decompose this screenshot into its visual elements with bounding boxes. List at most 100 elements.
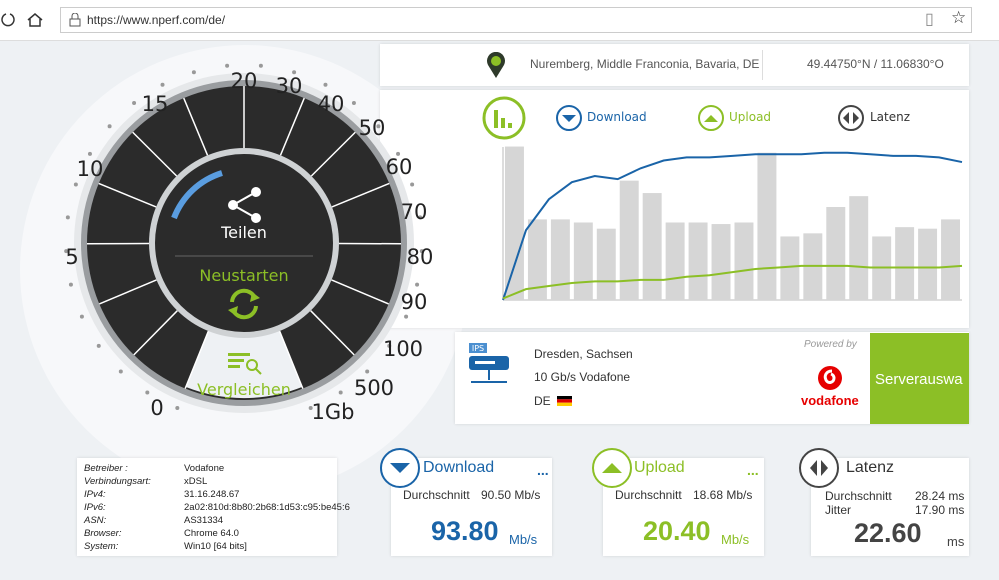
upload-speed: 20.40 (643, 516, 711, 546)
average-label: Durchschnitt (403, 488, 470, 502)
jitter-value: 17.90 ms (915, 503, 965, 517)
gauge-dot (225, 63, 230, 68)
info-value: AS31334 (184, 515, 224, 526)
upload-icon (592, 448, 632, 488)
gauge-dot (175, 406, 180, 411)
speed-gauge: Teilen Neustarten Vergleichen 0 5 10 15 … (64, 63, 434, 424)
scale-label: 100 (383, 337, 423, 361)
download-unit: Mb/s (509, 532, 538, 547)
legend-upload[interactable]: Upload (729, 110, 771, 124)
info-value: 2a02:810d:8b80:2b68:1d53:c95:be45:6 (184, 502, 350, 513)
sector-line (279, 97, 305, 156)
gauge-dot (308, 406, 313, 411)
download-card: ... Durchschnitt 90.50 Mb/s 93.80 Mb/s (391, 458, 552, 556)
latency-bar (941, 219, 960, 300)
sector-line (183, 97, 209, 156)
latency-bar (711, 224, 731, 300)
info-label: IPv4: (84, 489, 106, 500)
sector-line (98, 182, 157, 208)
latency-unit: ms (947, 534, 965, 549)
info-label: IPv6: (84, 502, 106, 513)
latency-bar (895, 227, 915, 300)
location-panel: Nuremberg, Middle Franconia, Bavaria, DE… (380, 44, 969, 86)
sector-line (184, 330, 210, 389)
share-icon[interactable] (228, 187, 261, 223)
flag (557, 396, 572, 406)
download-speed: 93.80 (431, 516, 499, 546)
latency-bar (527, 219, 547, 300)
scale-label: 90 (401, 290, 428, 314)
download-line (502, 151, 963, 301)
scale-label: 1Gb (312, 400, 355, 424)
restart-button[interactable]: Neustarten (199, 266, 288, 285)
share-button[interactable]: Teilen (220, 223, 267, 242)
gauge-dot (87, 151, 92, 156)
legend-download[interactable]: Download (587, 110, 647, 124)
browser-bar: https://www.nperf.com/de/ ▯ ☆ (0, 0, 999, 41)
gauge-dot (404, 314, 409, 319)
server-provider: 10 Gb/s Vodafone (534, 370, 631, 384)
latency-bar (688, 222, 708, 300)
server-select-button[interactable]: Serverauswa (870, 333, 969, 424)
latency-bar (619, 180, 639, 300)
gauge-dot (418, 215, 423, 220)
scale-label: 5 (65, 245, 78, 269)
latency-bar (849, 196, 869, 300)
reader-icon[interactable]: ▯ (925, 11, 934, 28)
latency-bar (665, 222, 685, 300)
more-menu[interactable]: ... (747, 462, 759, 478)
info-value: Win10 [64 bits] (184, 541, 247, 552)
address-bar[interactable]: https://www.nperf.com/de/ ▯ ☆ (60, 7, 972, 33)
info-label: Browser: (84, 528, 122, 539)
latency-bar (734, 222, 754, 300)
more-menu[interactable]: ... (537, 462, 549, 478)
pin-icon (487, 52, 505, 78)
gauge-dot (258, 63, 263, 68)
latency-icon (799, 448, 839, 488)
lock-icon (69, 13, 81, 27)
info-label: Verbindungsart: (84, 476, 151, 487)
compare-icon[interactable] (228, 353, 262, 375)
scale-label: 10 (77, 157, 104, 181)
scale-label: 70 (401, 200, 428, 224)
latency-bar (505, 146, 524, 300)
gauge-dot (73, 182, 78, 187)
divider (762, 50, 763, 80)
gauge-dot (387, 343, 392, 348)
download-icon (380, 448, 420, 488)
average-value: 28.24 ms (915, 489, 965, 503)
scale-label: 40 (318, 92, 345, 116)
gauge-dot (132, 100, 137, 105)
isp-badge: IPS (472, 344, 484, 353)
latency-value: 22.60 (854, 518, 922, 548)
legend-latency[interactable]: Latenz (870, 110, 910, 124)
vodafone-brand: vodafone (801, 393, 859, 408)
sector-line (310, 131, 356, 177)
gauge-dot (118, 369, 123, 374)
upload-title: Upload (634, 459, 685, 476)
favorite-icon[interactable]: ☆ (951, 8, 967, 27)
gauge-dot (292, 70, 297, 75)
average-value: 90.50 Mb/s (481, 488, 541, 502)
latency-bar (642, 193, 662, 300)
info-value: Vodafone (184, 463, 225, 474)
gauge-dot (365, 369, 370, 374)
gauge-dot (107, 124, 112, 129)
average-label: Durchschnitt (615, 488, 682, 502)
scale-label: 80 (407, 245, 434, 269)
compare-button[interactable]: Vergleichen (197, 380, 291, 399)
server-select-label: Serverauswa (875, 371, 963, 388)
restart-icon[interactable] (228, 288, 260, 320)
gauge-dot (396, 151, 401, 156)
latency-bar (573, 222, 593, 300)
sector-line (310, 310, 355, 356)
vodafone-logo (818, 366, 842, 390)
server-city: Dresden, Sachsen (534, 347, 633, 361)
scale-label: 0 (150, 396, 163, 420)
sector-line (99, 279, 157, 305)
latency-legend-icon[interactable] (838, 105, 864, 131)
jitter-label: Jitter (825, 503, 852, 517)
server-icon: IPS (469, 343, 509, 383)
inner-dial (155, 154, 333, 332)
